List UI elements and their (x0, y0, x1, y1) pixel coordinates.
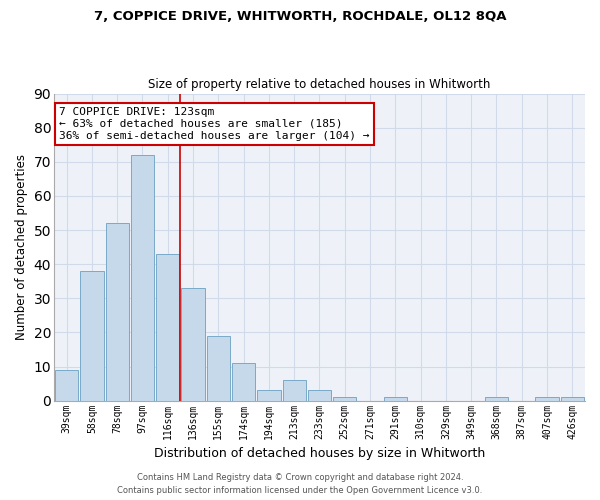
Bar (561, 397, 584, 400)
Bar (232, 363, 255, 401)
Bar (308, 390, 331, 400)
Bar (535, 397, 559, 400)
Bar (485, 397, 508, 400)
Y-axis label: Number of detached properties: Number of detached properties (15, 154, 28, 340)
Bar (283, 380, 306, 400)
Bar (257, 390, 281, 400)
Bar (384, 397, 407, 400)
Text: Contains HM Land Registry data © Crown copyright and database right 2024.
Contai: Contains HM Land Registry data © Crown c… (118, 474, 482, 495)
Bar (55, 370, 78, 400)
X-axis label: Distribution of detached houses by size in Whitworth: Distribution of detached houses by size … (154, 447, 485, 460)
Bar (131, 155, 154, 400)
Bar (156, 254, 179, 400)
Bar (206, 336, 230, 400)
Title: Size of property relative to detached houses in Whitworth: Size of property relative to detached ho… (148, 78, 491, 91)
Bar (80, 271, 104, 400)
Bar (106, 223, 129, 400)
Bar (181, 288, 205, 401)
Text: 7, COPPICE DRIVE, WHITWORTH, ROCHDALE, OL12 8QA: 7, COPPICE DRIVE, WHITWORTH, ROCHDALE, O… (94, 10, 506, 23)
Text: 7 COPPICE DRIVE: 123sqm
← 63% of detached houses are smaller (185)
36% of semi-d: 7 COPPICE DRIVE: 123sqm ← 63% of detache… (59, 108, 370, 140)
Bar (333, 397, 356, 400)
